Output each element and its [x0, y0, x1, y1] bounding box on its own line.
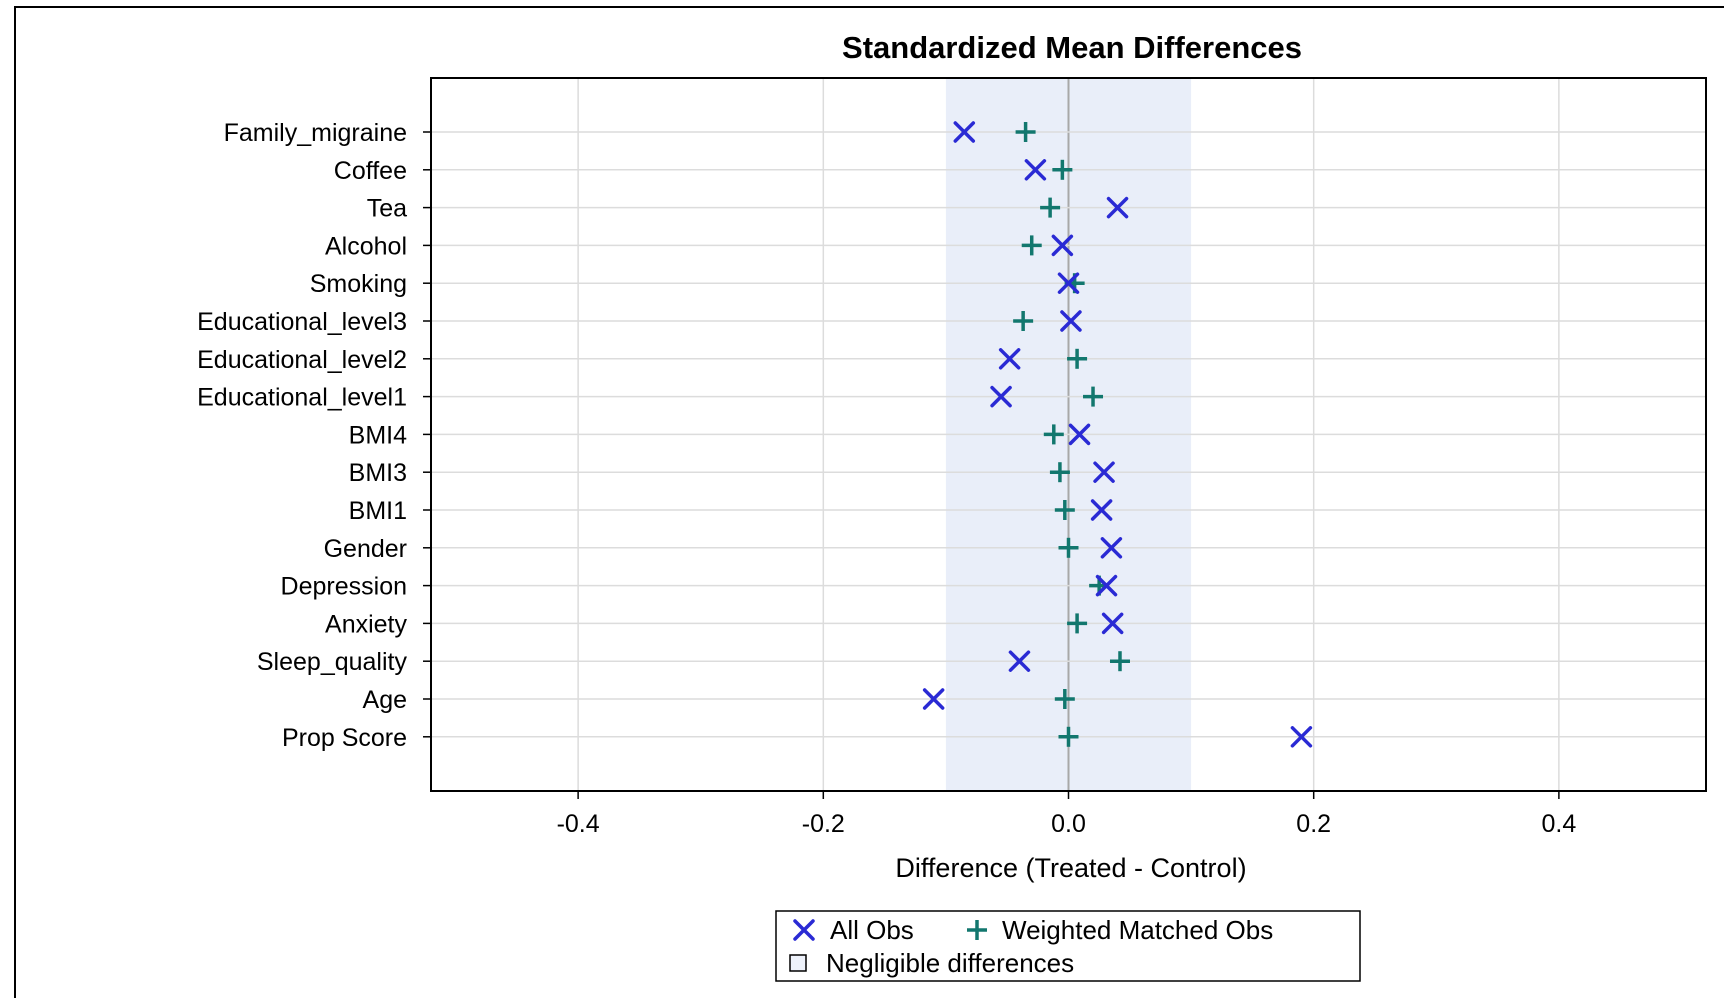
all-obs-point-coffee	[1024, 159, 1047, 181]
figure-frame	[14, 6, 1724, 998]
y-tick-label-educational-level1: Educational_level1	[197, 384, 407, 412]
grid-layer	[431, 78, 1706, 791]
y-tick-label-family-migraine: Family_migraine	[224, 119, 407, 147]
y-tick-label-prop-score: Prop Score	[282, 724, 407, 752]
legend: All Obs Weighted Matched Obs Negligible …	[775, 910, 1361, 982]
legend-box	[775, 910, 1361, 982]
all-obs-point-alcohol	[1051, 234, 1074, 257]
y-tick-label-sleep-quality: Sleep_quality	[257, 648, 408, 676]
weighted-matched-point-alcohol	[1021, 235, 1042, 256]
y-tick-label-anxiety: Anxiety	[325, 610, 407, 638]
x-tick-label-1: -0.2	[802, 810, 845, 838]
chart-title: Standardized Mean Differences	[842, 30, 1302, 65]
all-obs-point-tea	[1106, 196, 1129, 219]
y-tick-label-tea: Tea	[367, 195, 407, 223]
weighted-matched-point-educational-level3	[1013, 311, 1034, 331]
y-tick-label-gender: Gender	[324, 535, 407, 563]
weighted-matched-point-bmi3	[1049, 462, 1070, 483]
all-obs-point-smoking	[1057, 272, 1080, 294]
weighted-matched-point-anxiety	[1067, 613, 1088, 634]
marks-layer	[922, 121, 1313, 748]
all-obs-point-educational-level2	[998, 348, 1021, 370]
legend-weighted-matched-label: Weighted Matched Obs	[1002, 915, 1273, 945]
y-tick-label-educational-level2: Educational_level2	[197, 346, 407, 374]
y-tick-label-smoking: Smoking	[310, 270, 407, 298]
legend-x-marker	[793, 919, 815, 941]
all-obs-point-bmi1	[1090, 499, 1113, 521]
all-obs-point-gender	[1100, 537, 1123, 559]
y-tick-label-bmi1: BMI1	[349, 497, 407, 525]
all-obs-point-family-migraine	[953, 121, 976, 143]
all-obs-point-sleep-quality	[1008, 650, 1031, 672]
y-tick-label-bmi4: BMI4	[349, 421, 407, 449]
all-obs-point-age	[922, 688, 945, 710]
x-tick-label-2: 0.0	[1051, 810, 1086, 838]
x-tick-label-3: 0.2	[1296, 810, 1331, 838]
y-tick-label-depression: Depression	[281, 573, 407, 601]
weighted-matched-point-tea	[1040, 197, 1061, 218]
axis-layer: Family_migraine Coffee Tea Alcohol Smoking Ed…	[197, 119, 1576, 838]
legend-plus-marker	[967, 920, 987, 940]
weighted-matched-point-bmi4	[1043, 424, 1064, 445]
weighted-matched-point-family-migraine	[1015, 122, 1036, 142]
weighted-matched-point-gender	[1058, 537, 1079, 558]
all-obs-point-educational-level3	[1060, 310, 1082, 332]
weighted-matched-point-educational-level1	[1083, 386, 1104, 407]
all-obs-point-bmi3	[1093, 461, 1115, 483]
y-tick-label-age: Age	[363, 686, 407, 714]
legend-negligible-label: Negligible differences	[826, 948, 1074, 978]
weighted-matched-point-bmi1	[1054, 500, 1075, 520]
weighted-matched-point-sleep-quality	[1109, 651, 1130, 672]
weighted-matched-point-prop-score	[1058, 726, 1079, 747]
legend-all-obs-label: All Obs	[830, 915, 914, 945]
all-obs-point-anxiety	[1101, 612, 1124, 635]
legend-weighted-matched-marker	[967, 920, 987, 940]
weighted-matched-point-educational-level2	[1067, 348, 1088, 369]
x-axis-label: Difference (Treated - Control)	[895, 853, 1246, 883]
weighted-matched-point-coffee	[1052, 159, 1073, 180]
y-tick-label-educational-level3: Educational_level3	[197, 308, 407, 336]
all-obs-point-bmi4	[1068, 423, 1091, 446]
y-tick-label-coffee: Coffee	[334, 157, 407, 185]
legend-negligible-swatch	[789, 954, 807, 972]
x-tick-label-4: 0.4	[1542, 810, 1577, 838]
all-obs-point-prop-score	[1290, 726, 1313, 748]
all-obs-point-depression	[1095, 574, 1118, 597]
weighted-matched-point-age	[1054, 689, 1075, 709]
legend-all-obs-marker	[793, 919, 815, 941]
y-tick-label-alcohol: Alcohol	[325, 232, 407, 260]
all-obs-point-educational-level1	[990, 385, 1012, 408]
y-tick-label-bmi3: BMI3	[349, 459, 407, 487]
x-tick-label-0: -0.4	[557, 810, 600, 838]
